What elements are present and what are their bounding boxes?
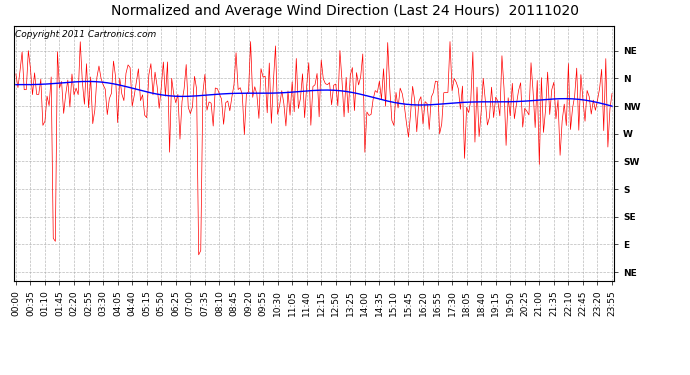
Text: Copyright 2011 Cartronics.com: Copyright 2011 Cartronics.com	[15, 30, 156, 39]
Text: Normalized and Average Wind Direction (Last 24 Hours)  20111020: Normalized and Average Wind Direction (L…	[111, 4, 579, 18]
